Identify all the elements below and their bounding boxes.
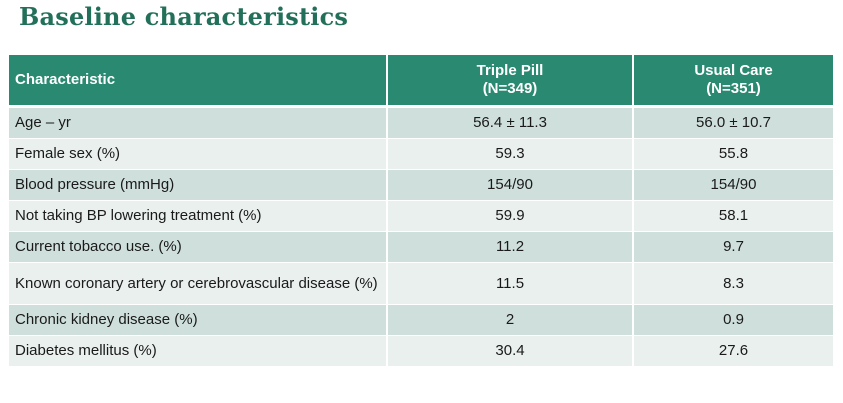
header-triple-pill-name: Triple Pill (476, 62, 544, 79)
row-label: Chronic kidney disease (%) (9, 305, 386, 336)
row-label: Diabetes mellitus (%) (9, 336, 386, 367)
table-row: Not taking BP lowering treatment (%) 59.… (9, 201, 833, 232)
triple-pill-value: 11.5 (386, 263, 632, 305)
header-usual-care-n: (N=351) (706, 80, 761, 97)
row-label: Blood pressure (mmHg) (9, 170, 386, 201)
usual-care-value: 55.8 (632, 139, 833, 170)
row-label: Current tobacco use. (%) (9, 232, 386, 263)
usual-care-value: 0.9 (632, 305, 833, 336)
triple-pill-value: 59.3 (386, 139, 632, 170)
usual-care-value: 8.3 (632, 263, 833, 305)
table-row: Known coronary artery or cerebrovascular… (9, 263, 833, 305)
row-label: Not taking BP lowering treatment (%) (9, 201, 386, 232)
triple-pill-value: 30.4 (386, 336, 632, 367)
triple-pill-value: 11.2 (386, 232, 632, 263)
header-characteristic: Characteristic (9, 55, 386, 108)
table-row: Blood pressure (mmHg) 154/90 154/90 (9, 170, 833, 201)
slide-title: Baseline characteristics (19, 2, 349, 31)
usual-care-value: 9.7 (632, 232, 833, 263)
triple-pill-value: 59.9 (386, 201, 632, 232)
header-usual-care: Usual Care (N=351) (632, 55, 833, 108)
header-triple-pill-n: (N=349) (482, 80, 538, 97)
usual-care-value: 154/90 (632, 170, 833, 201)
usual-care-value: 58.1 (632, 201, 833, 232)
triple-pill-value: 2 (386, 305, 632, 336)
table-row: Diabetes mellitus (%) 30.4 27.6 (9, 336, 833, 367)
table-row: Current tobacco use. (%) 11.2 9.7 (9, 232, 833, 263)
header-triple-pill: Triple Pill (N=349) (386, 55, 632, 108)
triple-pill-value: 56.4 ± 11.3 (386, 108, 632, 139)
usual-care-value: 56.0 ± 10.7 (632, 108, 833, 139)
triple-pill-value: 154/90 (386, 170, 632, 201)
row-label: Female sex (%) (9, 139, 386, 170)
table-header-row: Characteristic Triple Pill (N=349) Usual… (9, 55, 833, 108)
row-label: Known coronary artery or cerebrovascular… (9, 263, 386, 305)
baseline-characteristics-table: Characteristic Triple Pill (N=349) Usual… (9, 55, 833, 367)
header-characteristic-label: Characteristic (15, 71, 116, 88)
row-label: Age – yr (9, 108, 386, 139)
usual-care-value: 27.6 (632, 336, 833, 367)
table-row: Female sex (%) 59.3 55.8 (9, 139, 833, 170)
table-row: Chronic kidney disease (%) 2 0.9 (9, 305, 833, 336)
header-usual-care-name: Usual Care (694, 62, 773, 79)
table-row: Age – yr 56.4 ± 11.3 56.0 ± 10.7 (9, 108, 833, 139)
